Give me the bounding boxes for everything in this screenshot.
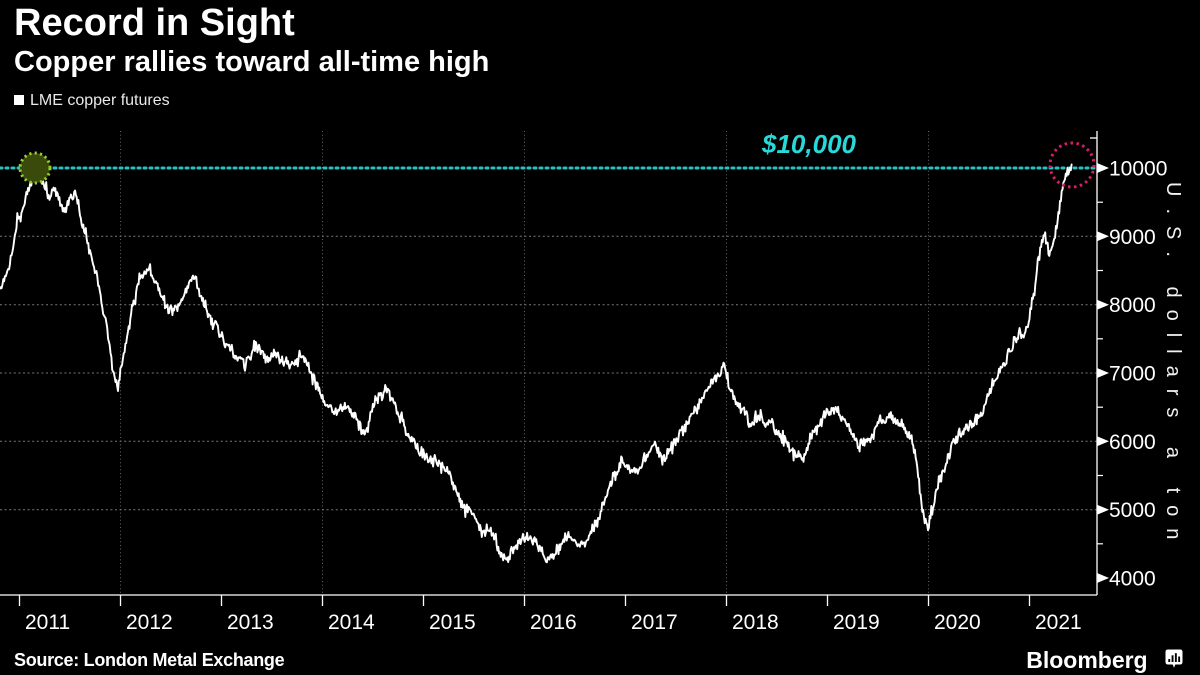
svg-text:2013: 2013 (227, 611, 274, 634)
svg-text:2017: 2017 (631, 611, 678, 634)
svg-text:9000: 9000 (1109, 226, 1156, 249)
svg-text:2011: 2011 (25, 611, 70, 634)
svg-text:8000: 8000 (1109, 294, 1156, 317)
svg-text:2015: 2015 (429, 611, 476, 634)
svg-text:10000: 10000 (1109, 158, 1167, 181)
svg-text:2012: 2012 (126, 611, 173, 634)
svg-text:2021: 2021 (1035, 611, 1082, 634)
svg-text:$10,000: $10,000 (761, 129, 857, 159)
svg-text:7000: 7000 (1109, 363, 1156, 386)
svg-text:2018: 2018 (732, 611, 779, 634)
svg-text:5000: 5000 (1109, 499, 1156, 522)
svg-text:4000: 4000 (1109, 568, 1156, 591)
svg-text:2020: 2020 (934, 611, 981, 634)
svg-text:6000: 6000 (1109, 431, 1156, 454)
svg-text:2019: 2019 (833, 611, 880, 634)
svg-text:2014: 2014 (328, 611, 375, 634)
svg-text:2016: 2016 (530, 611, 577, 634)
